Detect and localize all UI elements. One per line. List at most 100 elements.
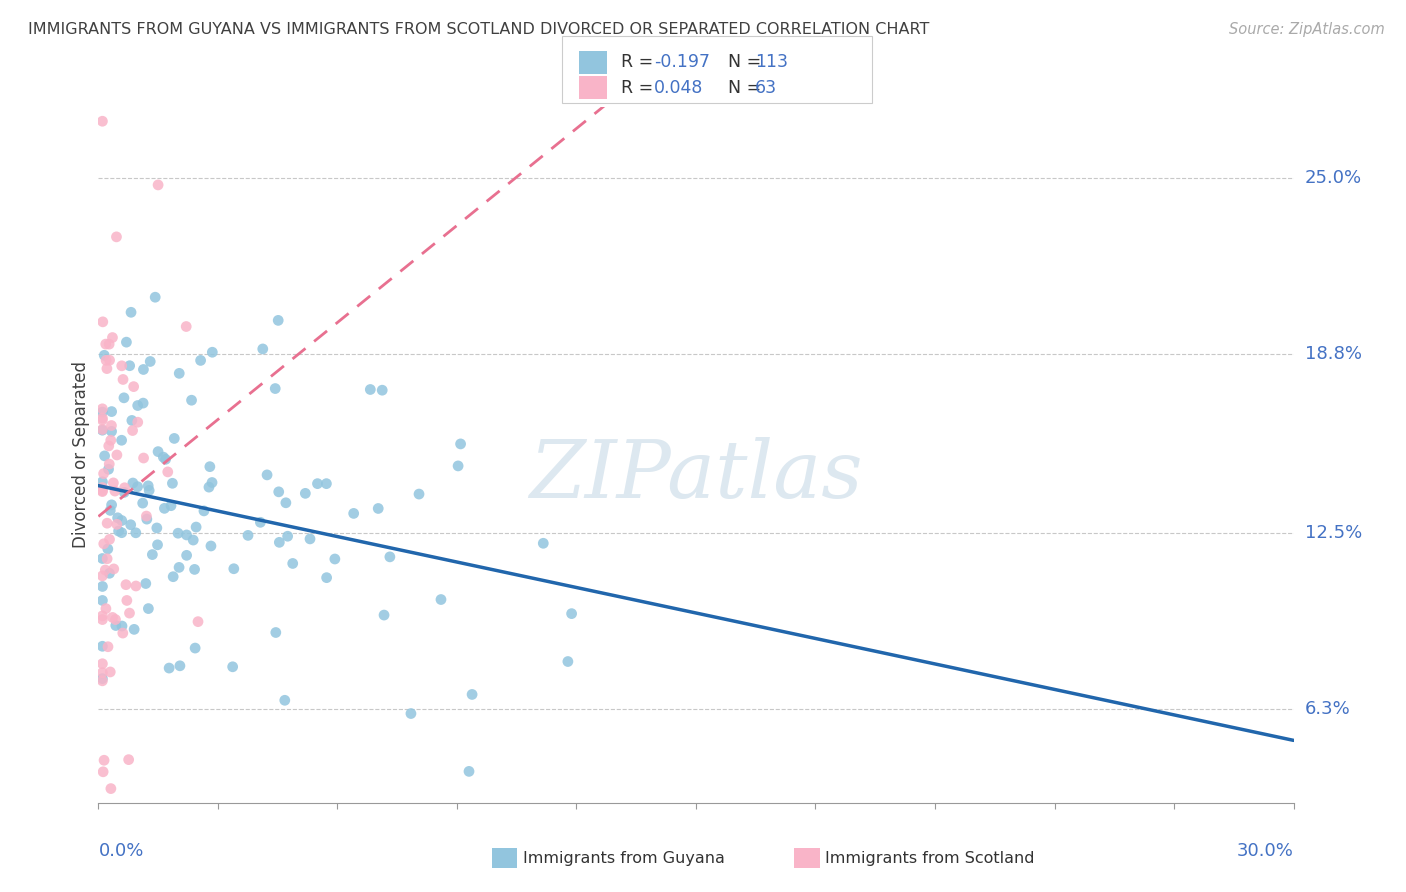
Point [94, 337, 117, 351]
Point [184, 641, 207, 656]
Point [132, 450, 155, 465]
Point [249, 516, 271, 530]
Point [104, 484, 127, 499]
Point [94, 353, 117, 368]
Point [97, 640, 120, 654]
Point [115, 577, 138, 591]
Point [176, 528, 198, 542]
Point [105, 517, 128, 532]
Point [461, 688, 484, 702]
Point [174, 319, 197, 334]
Text: N =: N = [717, 78, 766, 97]
Point [93, 348, 115, 362]
Point [91, 613, 114, 627]
Point [323, 552, 346, 566]
Point [101, 610, 124, 624]
Text: 0.0%: 0.0% [98, 842, 143, 860]
Point [256, 467, 278, 482]
Point [91, 484, 114, 499]
Point [111, 619, 134, 633]
Point [91, 608, 114, 623]
Point [91, 423, 114, 437]
Text: 63: 63 [755, 78, 778, 97]
Point [201, 345, 224, 359]
Point [91, 481, 114, 495]
Text: 113: 113 [755, 54, 787, 71]
Point [267, 313, 290, 327]
Point [252, 342, 274, 356]
Point [139, 354, 162, 368]
Point [307, 476, 329, 491]
Point [105, 230, 128, 244]
Point [121, 413, 143, 427]
Point [222, 562, 245, 576]
Point [298, 532, 321, 546]
Point [176, 549, 198, 563]
Text: 12.5%: 12.5% [1305, 524, 1362, 542]
Point [367, 501, 389, 516]
Text: 6.3%: 6.3% [1305, 700, 1350, 718]
Point [138, 601, 160, 615]
Point [91, 422, 114, 436]
Point [557, 655, 579, 669]
Point [561, 607, 583, 621]
Point [122, 476, 145, 491]
Point [183, 562, 205, 576]
Text: ZIPatlas: ZIPatlas [529, 437, 863, 515]
Point [118, 606, 141, 620]
Point [111, 359, 134, 373]
Text: IMMIGRANTS FROM GUYANA VS IMMIGRANTS FROM SCOTLAND DIVORCED OR SEPARATED CORRELA: IMMIGRANTS FROM GUYANA VS IMMIGRANTS FRO… [28, 22, 929, 37]
Point [277, 529, 299, 543]
Text: R =: R = [621, 54, 659, 71]
Point [131, 496, 153, 510]
Point [115, 593, 138, 607]
Point [91, 483, 114, 498]
Point [450, 437, 472, 451]
Point [167, 367, 190, 381]
Point [122, 623, 145, 637]
Point [91, 672, 114, 686]
Point [103, 475, 125, 490]
Point [135, 509, 157, 524]
Point [97, 439, 120, 453]
Point [91, 593, 114, 607]
Point [132, 362, 155, 376]
Point [187, 615, 209, 629]
Point [180, 393, 202, 408]
Text: Immigrants from Scotland: Immigrants from Scotland [825, 851, 1035, 865]
Point [132, 396, 155, 410]
Point [156, 465, 179, 479]
Point [111, 372, 134, 386]
Point [167, 526, 190, 541]
Point [94, 601, 117, 615]
Point [111, 525, 134, 540]
Point [236, 528, 259, 542]
Point [101, 330, 124, 344]
Point [373, 608, 395, 623]
Point [91, 315, 114, 329]
Point [91, 569, 114, 583]
Point [152, 450, 174, 464]
Text: -0.197: -0.197 [654, 54, 710, 71]
Point [267, 484, 290, 499]
Point [104, 613, 127, 627]
Point [91, 413, 114, 427]
Point [122, 379, 145, 393]
Point [198, 480, 221, 494]
Point [141, 548, 163, 562]
Point [198, 459, 221, 474]
Point [127, 480, 149, 494]
Point [146, 444, 169, 458]
Point [430, 592, 453, 607]
Point [112, 485, 135, 500]
Point [169, 658, 191, 673]
Point [157, 661, 180, 675]
Point [294, 486, 316, 500]
Point [408, 487, 430, 501]
Point [184, 520, 207, 534]
Text: 0.048: 0.048 [654, 78, 703, 97]
Point [115, 335, 138, 350]
Point [100, 498, 122, 512]
Point [98, 533, 121, 547]
Point [104, 618, 127, 632]
